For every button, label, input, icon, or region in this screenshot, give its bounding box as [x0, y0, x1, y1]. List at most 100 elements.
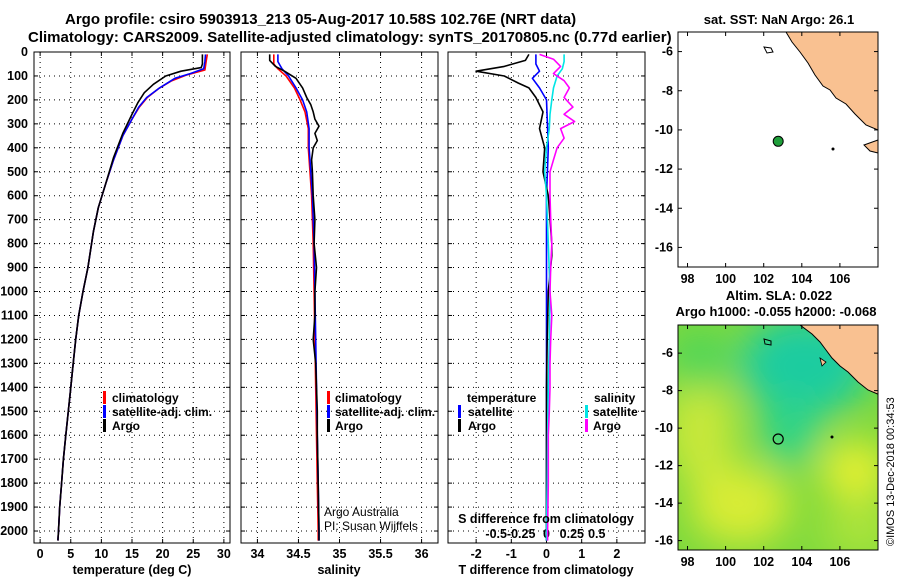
map-x-tick-label: 104 — [791, 555, 812, 569]
s-diff-tick-label: -0.5 — [485, 527, 507, 541]
depth-tick-label: 1100 — [1, 308, 28, 322]
depth-tick-label: 0 — [21, 45, 28, 59]
difference-legend-temperature: temperature satellite Argo — [458, 391, 537, 433]
depth-tick-label: 800 — [7, 237, 28, 251]
temperature-axis-label: temperature (deg C) — [73, 563, 192, 577]
depth-tick-label: 600 — [7, 189, 28, 203]
depth-tick-label: 400 — [7, 141, 28, 155]
legend-label-s-argo: Argo — [593, 419, 621, 433]
legend-label-argo: Argo — [335, 419, 363, 433]
legend-swatch-argo — [327, 419, 330, 432]
depth-tick-label: 200 — [7, 93, 28, 107]
x-tick-label: 2 — [613, 547, 620, 561]
sst-map-float-marker — [772, 135, 784, 147]
x-tick-label: 10 — [94, 547, 108, 561]
x-tick-label: 0 — [543, 547, 550, 561]
legend-swatch-satellite — [327, 405, 330, 418]
imos-credit: ©IMOS 13-Dec-2018 00:34:53 — [885, 397, 897, 546]
depth-tick-label: 100 — [7, 69, 28, 83]
legend-label-s-satellite: satellite — [593, 405, 638, 419]
x-tick-label: 30 — [217, 547, 231, 561]
legend-label-argo: Argo — [112, 419, 140, 433]
legend-title-salinity: salinity — [594, 391, 636, 405]
depth-tick-label: 1600 — [0, 428, 28, 442]
sst-map: sat. SST: NaN Argo: 26.1 98 100 102 104 106 -… — [655, 12, 879, 286]
sla-map-land-sumatra — [799, 325, 878, 395]
salinity-argo-line — [268, 54, 320, 541]
depth-tick-label: 1700 — [0, 452, 28, 466]
sst-map-ticks: 98 100 102 104 106 -6 -8 -10 -12 -14 -16 — [655, 32, 878, 286]
map-x-tick-label: 100 — [715, 272, 736, 286]
map-x-tick-label: 98 — [681, 555, 695, 569]
legend-swatch-climatology — [103, 391, 106, 404]
depth-tick-label: 1300 — [0, 356, 28, 370]
map-y-tick-label: -16 — [655, 240, 673, 254]
x-tick-label: -2 — [471, 547, 482, 561]
sla-map-float-marker — [772, 433, 784, 445]
credit-pi-name: PI: Susan Wijffels — [324, 519, 418, 533]
depth-tick-label: 2000 — [0, 524, 28, 538]
salinity-axis-label: salinity — [317, 563, 360, 577]
difference-salinity-argo-line — [539, 53, 576, 541]
depth-tick-label: 1000 — [0, 285, 28, 299]
map-y-tick-label: -12 — [655, 162, 673, 176]
temperature-argo-line — [57, 54, 204, 541]
depth-tick-label: 1900 — [0, 500, 28, 514]
depth-tick-label: 900 — [7, 261, 28, 275]
legend-swatch-climatology — [327, 391, 330, 404]
map-x-tick-label: 100 — [715, 555, 736, 569]
sst-map-title: sat. SST: NaN Argo: 26.1 — [704, 12, 855, 27]
legend-swatch-t-argo — [458, 419, 461, 432]
x-tick-label: 36 — [415, 547, 429, 561]
figure-subtitle: Climatology: CARS2009. Satellite-adjuste… — [28, 29, 672, 46]
legend-label-climatology: climatology — [112, 391, 179, 405]
sla-map-island-christmas — [830, 435, 834, 439]
depth-tick-label: 1500 — [0, 404, 28, 418]
salinity-legend: climatology satellite-adj. clim. Argo — [327, 391, 435, 433]
map-y-tick-label: -10 — [655, 421, 673, 435]
legend-label-t-argo: Argo — [468, 419, 496, 433]
map-x-tick-label: 102 — [753, 555, 774, 569]
x-tick-label: 1 — [578, 547, 585, 561]
sla-map-frame — [677, 324, 879, 551]
legend-label-satellite: satellite-adj. clim. — [112, 405, 212, 419]
sla-map-ticks: 98 100 102 104 106 -6 -8 -10 -12 -14 -16 — [655, 325, 878, 569]
depth-tick-label: 1800 — [0, 476, 28, 490]
legend-title-temperature: temperature — [467, 391, 537, 405]
legend-swatch-s-satellite — [585, 405, 588, 418]
map-x-tick-label: 106 — [829, 555, 850, 569]
x-tick-label: 34.5 — [286, 547, 310, 561]
difference-temperature-argo-line — [475, 53, 553, 541]
depth-tick-label: 1400 — [0, 380, 28, 394]
difference-legend-salinity: salinity satellite Argo — [585, 391, 638, 433]
x-tick-label: 20 — [156, 547, 170, 561]
legend-label-satellite: satellite-adj. clim. — [335, 405, 435, 419]
x-axes: 0 5 10 15 20 25 30 34 34.5 35 35.5 36 -2 -1 0 1 20-0.5 -0… — [37, 52, 620, 561]
x-tick-label: 35 — [333, 547, 347, 561]
legend-swatch-satellite — [103, 405, 106, 418]
map-y-tick-label: -10 — [655, 123, 673, 137]
temperature-legend: climatology satellite-adj. clim. Argo — [103, 391, 212, 433]
legend-label-climatology: climatology — [335, 391, 402, 405]
legend-swatch-t-satellite — [458, 405, 461, 418]
sst-map-land-java — [863, 139, 879, 154]
map-y-tick-label: -12 — [655, 459, 673, 473]
x-tick-label: 0 — [37, 547, 44, 561]
legend-label-t-satellite: satellite — [468, 405, 513, 419]
map-y-tick-label: -16 — [655, 534, 673, 548]
sla-map-island-small — [819, 357, 827, 367]
figure-title: Argo profile: csiro 5903913_213 05-Aug-2… — [65, 11, 576, 28]
map-x-tick-label: 104 — [791, 272, 812, 286]
x-tick-label: 35.5 — [368, 547, 392, 561]
series-layer — [57, 53, 576, 541]
x-tick-label: 5 — [67, 547, 74, 561]
depth-tick-label: 500 — [7, 165, 28, 179]
map-y-tick-label: -8 — [662, 384, 673, 398]
map-y-tick-label: -6 — [662, 45, 673, 59]
legend-swatch-s-argo — [585, 419, 588, 432]
depth-tick-label: 1200 — [0, 332, 28, 346]
map-y-tick-label: -14 — [655, 201, 673, 215]
map-x-tick-label: 106 — [829, 272, 850, 286]
x-tick-label: 25 — [186, 547, 200, 561]
